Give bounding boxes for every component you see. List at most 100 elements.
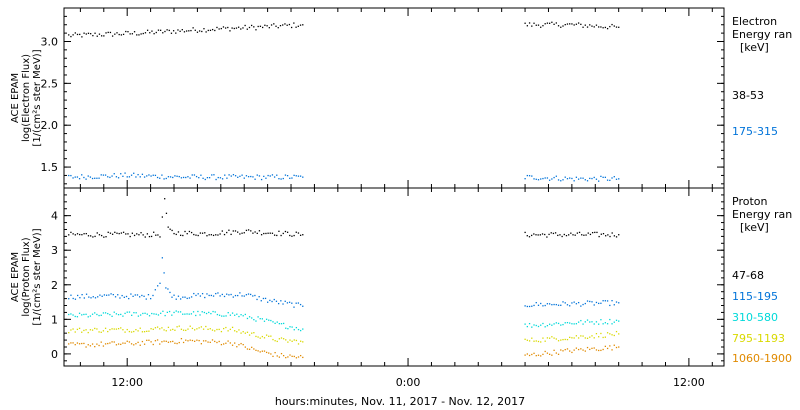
data-point	[268, 27, 270, 29]
data-point	[299, 340, 302, 342]
data-point	[197, 234, 199, 237]
data-point	[259, 351, 261, 353]
data-point	[526, 353, 528, 355]
data-point	[129, 33, 131, 35]
data-point	[284, 174, 287, 176]
data-point	[593, 337, 595, 339]
data-point	[90, 297, 92, 299]
data-point	[74, 176, 76, 178]
data-point	[604, 336, 607, 338]
data-point	[600, 319, 602, 321]
data-point	[103, 35, 105, 37]
data-point	[98, 331, 100, 333]
data-point	[278, 323, 281, 325]
data-point	[598, 336, 600, 338]
data-point	[126, 176, 128, 178]
data-point	[116, 232, 118, 234]
data-point	[81, 234, 83, 236]
data-point	[295, 357, 298, 359]
data-point	[209, 341, 211, 344]
data-point	[197, 293, 199, 295]
data-point	[618, 333, 620, 335]
data-point	[258, 175, 261, 177]
data-point	[302, 356, 304, 359]
data-point	[113, 341, 115, 343]
data-point	[70, 294, 72, 296]
data-point	[142, 32, 144, 35]
legend-entry: 795-1193	[732, 332, 785, 345]
data-point	[98, 314, 100, 317]
data-point	[206, 293, 208, 295]
data-point	[218, 340, 220, 343]
data-point	[563, 233, 565, 236]
data-point	[103, 294, 106, 296]
data-point	[271, 232, 274, 234]
data-point	[230, 293, 232, 296]
data-point	[270, 353, 272, 355]
data-point	[580, 305, 582, 307]
data-point	[524, 305, 526, 307]
data-point	[201, 30, 203, 33]
data-point	[263, 350, 266, 352]
proton-axis-ticks: 0 1 2 3 4	[51, 188, 724, 366]
data-point	[87, 175, 89, 177]
data-point	[618, 26, 620, 28]
data-point	[128, 330, 131, 333]
data-point	[584, 302, 586, 305]
data-point	[606, 332, 609, 334]
data-point	[72, 342, 74, 344]
data-point	[615, 330, 618, 333]
data-point	[185, 176, 187, 179]
data-point	[571, 302, 573, 304]
y-tick-label: 0	[51, 348, 58, 361]
data-point	[251, 332, 253, 334]
data-point	[540, 302, 542, 305]
data-point	[68, 343, 70, 345]
data-point	[190, 313, 193, 315]
data-point	[146, 339, 148, 341]
data-point	[127, 31, 129, 33]
data-point	[152, 328, 154, 330]
data-point	[240, 332, 242, 334]
data-point	[531, 337, 533, 339]
data-point	[154, 289, 156, 291]
data-point	[222, 26, 225, 28]
data-point	[220, 27, 222, 30]
data-point	[229, 30, 231, 32]
data-point	[257, 336, 259, 338]
data-point	[609, 304, 611, 307]
data-point	[135, 328, 137, 331]
data-point	[220, 330, 223, 333]
data-point	[618, 320, 620, 322]
data-point	[584, 179, 586, 181]
data-point	[215, 292, 217, 295]
data-point	[239, 233, 241, 235]
data-point	[147, 294, 150, 296]
data-point	[291, 355, 293, 357]
data-point	[72, 328, 74, 330]
data-point	[243, 295, 245, 297]
data-point	[126, 340, 128, 342]
data-point	[83, 342, 85, 345]
data-point	[83, 233, 85, 235]
data-point	[524, 354, 526, 356]
data-point	[577, 348, 580, 351]
data-point	[102, 330, 105, 332]
data-point	[553, 23, 555, 25]
data-point	[202, 328, 205, 330]
data-point	[586, 346, 589, 349]
data-point	[159, 343, 161, 345]
data-point	[261, 335, 263, 338]
data-point	[528, 22, 531, 24]
data-point	[76, 294, 79, 297]
data-point	[204, 232, 206, 234]
data-point	[112, 293, 114, 296]
data-point	[103, 236, 105, 238]
data-point	[248, 348, 251, 350]
data-point	[76, 316, 79, 318]
data-point	[81, 293, 83, 296]
data-point	[273, 23, 275, 25]
data-point	[557, 340, 560, 342]
data-point	[596, 231, 598, 234]
